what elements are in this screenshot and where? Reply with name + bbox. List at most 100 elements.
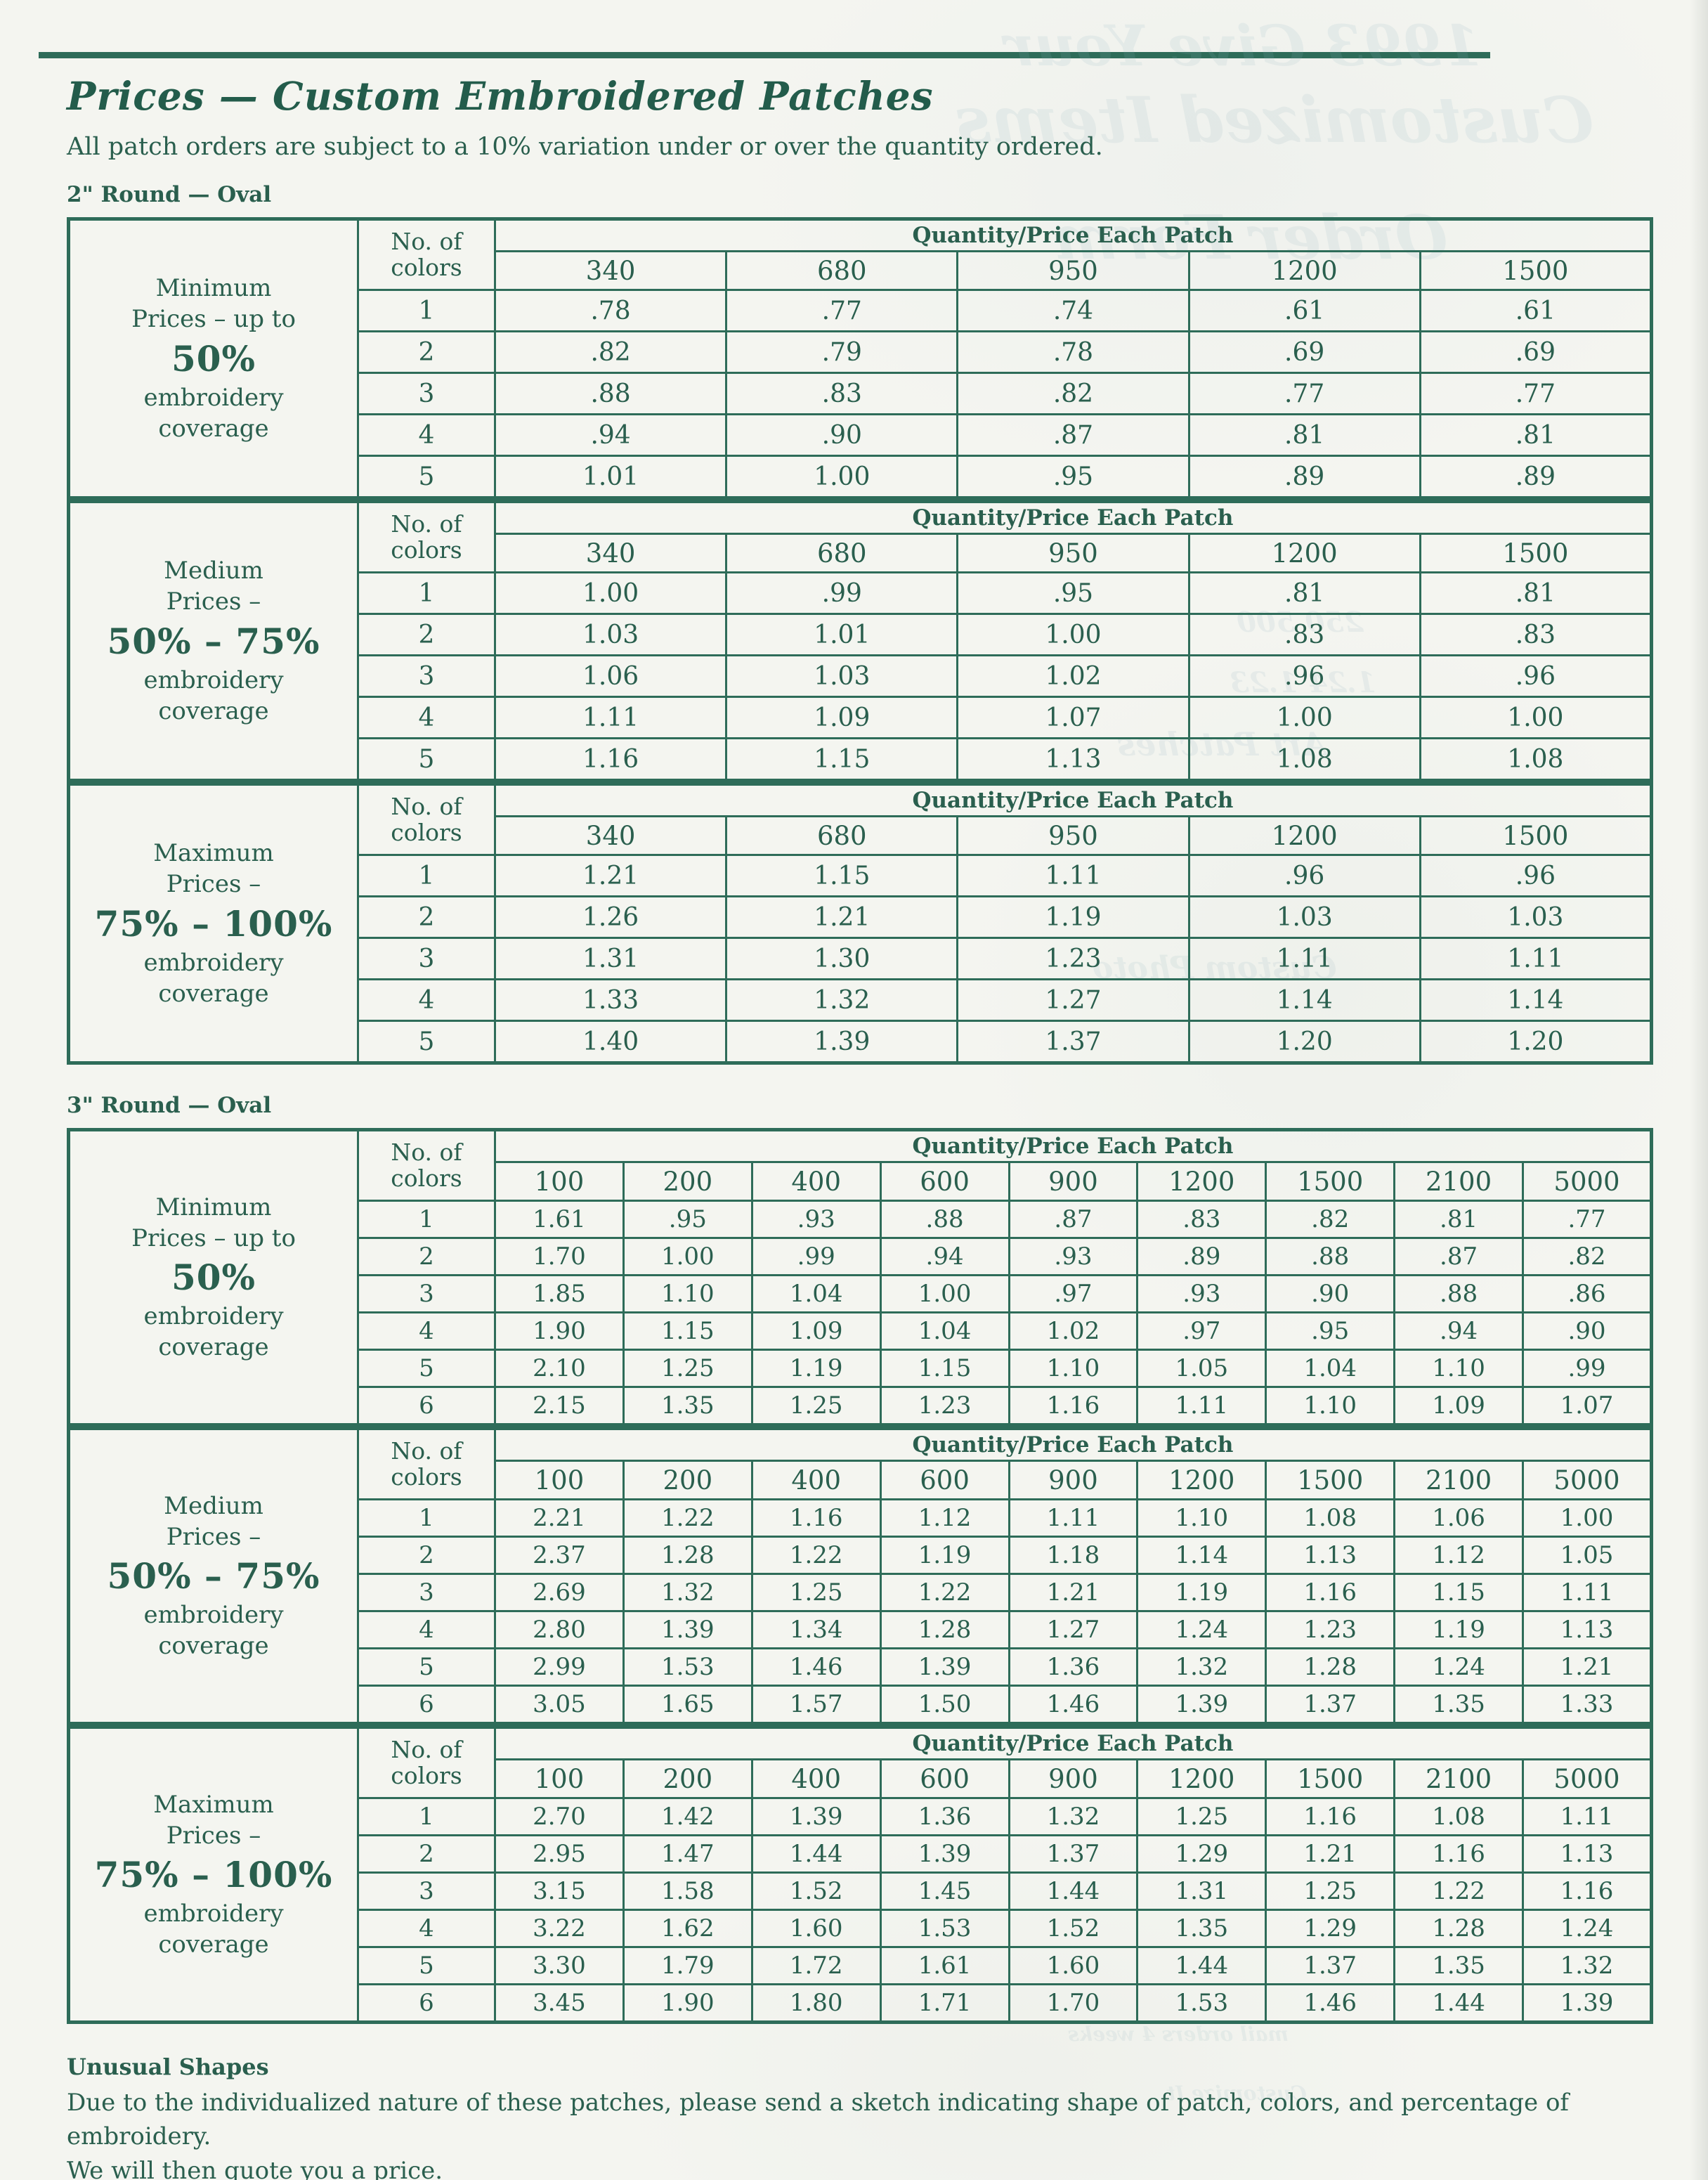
price-row: 2 1.03 1.01 1.00.83.83: [69, 613, 1653, 656]
coverage-label-line: coverage: [158, 1333, 269, 1362]
coverage-label-line: coverage: [158, 696, 269, 725]
price-cell: 1.90: [622, 1983, 753, 2023]
price-cell: .89: [1136, 1237, 1267, 1276]
coverage-label-cell: Maximum Prices – 75% – 100% embroidery cover…: [67, 783, 359, 1064]
price-row: 3 1.85 1.10 1.04 1.00.97.93.90.88.86: [69, 1274, 1652, 1313]
price-cell: 1.65: [622, 1685, 753, 1725]
qty-col-1500: 1500: [1419, 250, 1653, 291]
no-of-label: No. of: [391, 1436, 462, 1465]
price-cell: 1.14: [1136, 1536, 1267, 1575]
price-row: 1 2.21 1.22 1.16 1.12 1.11 1.10 1.08 1.06 1.00: [69, 1498, 1652, 1538]
price-cell: .88: [493, 372, 728, 415]
price-row: 5 1.40 1.39 1.37 1.20 1.20: [69, 1020, 1653, 1064]
qty-col-1200: 1200: [1187, 250, 1421, 291]
price-cell: 1.72: [750, 1946, 882, 1985]
qty-col-680: 680: [725, 250, 959, 291]
color-count-cell: 3: [357, 1573, 496, 1612]
qty-col-400: 400: [750, 1460, 882, 1500]
price-cell: 1.13: [956, 737, 1190, 781]
price-cell: 3.30: [494, 1946, 625, 1985]
quantity-columns-row: 100 200 400 600 900 1200 1500 2100 5000: [69, 1758, 1652, 1799]
price-cell: 1.25: [750, 1573, 882, 1612]
price-cell: 1.22: [1393, 1871, 1524, 1911]
no-of-colors-header: No. of colors: [357, 1427, 496, 1500]
price-cell: 1.50: [879, 1685, 1010, 1725]
price-cell: 1.15: [725, 737, 959, 781]
color-count-cell: 4: [357, 978, 496, 1022]
color-count-cell: 2: [357, 1237, 496, 1276]
price-cell: .74: [956, 289, 1190, 332]
price-cell: .95: [1265, 1311, 1396, 1351]
price-cell: .86: [1522, 1274, 1652, 1313]
coverage-label-line: Minimum: [155, 274, 272, 303]
price-cell: 1.25: [1136, 1797, 1267, 1836]
price-cell: 1.32: [1136, 1647, 1267, 1687]
price-cell: 1.35: [1393, 1685, 1524, 1725]
qty-col-340: 340: [493, 815, 728, 856]
price-cell: 2.80: [494, 1610, 625, 1649]
color-count-cell: 4: [357, 413, 496, 457]
price-row: 4 1.90 1.15 1.09 1.04 1.02.97.95.94.90: [69, 1311, 1652, 1351]
price-cell: .94: [493, 413, 728, 457]
price-cell: 1.46: [1265, 1983, 1396, 2023]
price-cell: 1.34: [750, 1610, 882, 1649]
price-cell: 1.03: [1419, 895, 1653, 939]
no-of-label: No. of: [391, 1138, 462, 1166]
color-count-cell: 6: [357, 1983, 496, 2023]
price-cell: 1.01: [493, 455, 728, 499]
coverage-label-line: embroidery: [143, 383, 284, 412]
coverage-label-line: Prices –: [166, 1821, 261, 1850]
coverage-label-line: embroidery: [143, 1302, 284, 1330]
qty-col-1500: 1500: [1265, 1161, 1396, 1202]
price-cell: 1.25: [1265, 1871, 1396, 1911]
price-cell: 1.03: [725, 654, 959, 698]
price-cell: .77: [1187, 372, 1421, 415]
price-cell: 1.06: [1393, 1498, 1524, 1538]
price-cell: 1.37: [1265, 1946, 1396, 1985]
price-cell: 1.28: [879, 1610, 1010, 1649]
price-cell: 1.00: [1522, 1498, 1652, 1538]
qty-col-950: 950: [956, 815, 1190, 856]
coverage-label-line: Prices –: [166, 870, 261, 899]
price-cell: .82: [956, 372, 1190, 415]
colors-label: colors: [391, 253, 462, 281]
unusual-shapes-paragraph: Due to the individualized nature of thes…: [67, 2086, 1655, 2180]
price-cell: .93: [1136, 1274, 1267, 1313]
price-cell: 1.10: [1136, 1498, 1267, 1538]
quantity-columns-row: 340 680 950 1200 1500: [69, 815, 1653, 856]
price-table-minimum: Minimum Prices – up to 50% embroidery covera…: [67, 217, 1653, 500]
price-cell: 1.16: [1265, 1797, 1396, 1836]
qty-col-400: 400: [750, 1758, 882, 1799]
price-cell: 1.11: [493, 696, 728, 739]
qty-col-900: 900: [1008, 1460, 1139, 1500]
price-cell: 1.29: [1265, 1909, 1396, 1948]
price-row: 6 3.45 1.90 1.80 1.71 1.70 1.53 1.46 1.44 1.39: [69, 1983, 1652, 2023]
price-cell: 1.21: [1265, 1834, 1396, 1874]
price-cell: 2.10: [494, 1349, 625, 1388]
color-count-cell: 1: [357, 571, 496, 615]
price-cell: 1.35: [622, 1386, 753, 1426]
qty-col-1200: 1200: [1187, 815, 1421, 856]
price-cell: 1.07: [1522, 1386, 1652, 1426]
qty-col-5000: 5000: [1522, 1161, 1652, 1202]
quantity-columns-row: 100 200 400 600 900 1200 1500 2100 5000: [69, 1460, 1652, 1500]
price-row: 6 2.15 1.35 1.25 1.23 1.16 1.11 1.10 1.09 1.07: [69, 1386, 1652, 1426]
price-table-minimum: Minimum Prices – up to 50% embroidery covera…: [67, 1128, 1653, 1427]
qty-col-600: 600: [879, 1161, 1010, 1202]
price-cell: 1.46: [750, 1647, 882, 1687]
price-cell: 1.16: [1265, 1573, 1396, 1612]
scan-edge-shade: [1690, 0, 1708, 2180]
price-cell: 1.24: [1136, 1610, 1267, 1649]
price-cell: 1.21: [1008, 1573, 1139, 1612]
price-cell: 1.05: [1522, 1536, 1652, 1575]
price-cell: 1.39: [622, 1610, 753, 1649]
price-cell: 1.24: [1522, 1909, 1652, 1948]
color-count-cell: 5: [357, 1349, 496, 1388]
price-cell: 1.10: [1008, 1349, 1139, 1388]
price-row: 4 2.80 1.39 1.34 1.28 1.27 1.24 1.23 1.19 1.13: [69, 1610, 1652, 1649]
price-cell: .94: [1393, 1311, 1524, 1351]
price-cell: 1.11: [956, 854, 1190, 897]
price-cell: 1.62: [622, 1909, 753, 1948]
price-cell: .90: [1265, 1274, 1396, 1313]
price-cell: .81: [1419, 571, 1653, 615]
